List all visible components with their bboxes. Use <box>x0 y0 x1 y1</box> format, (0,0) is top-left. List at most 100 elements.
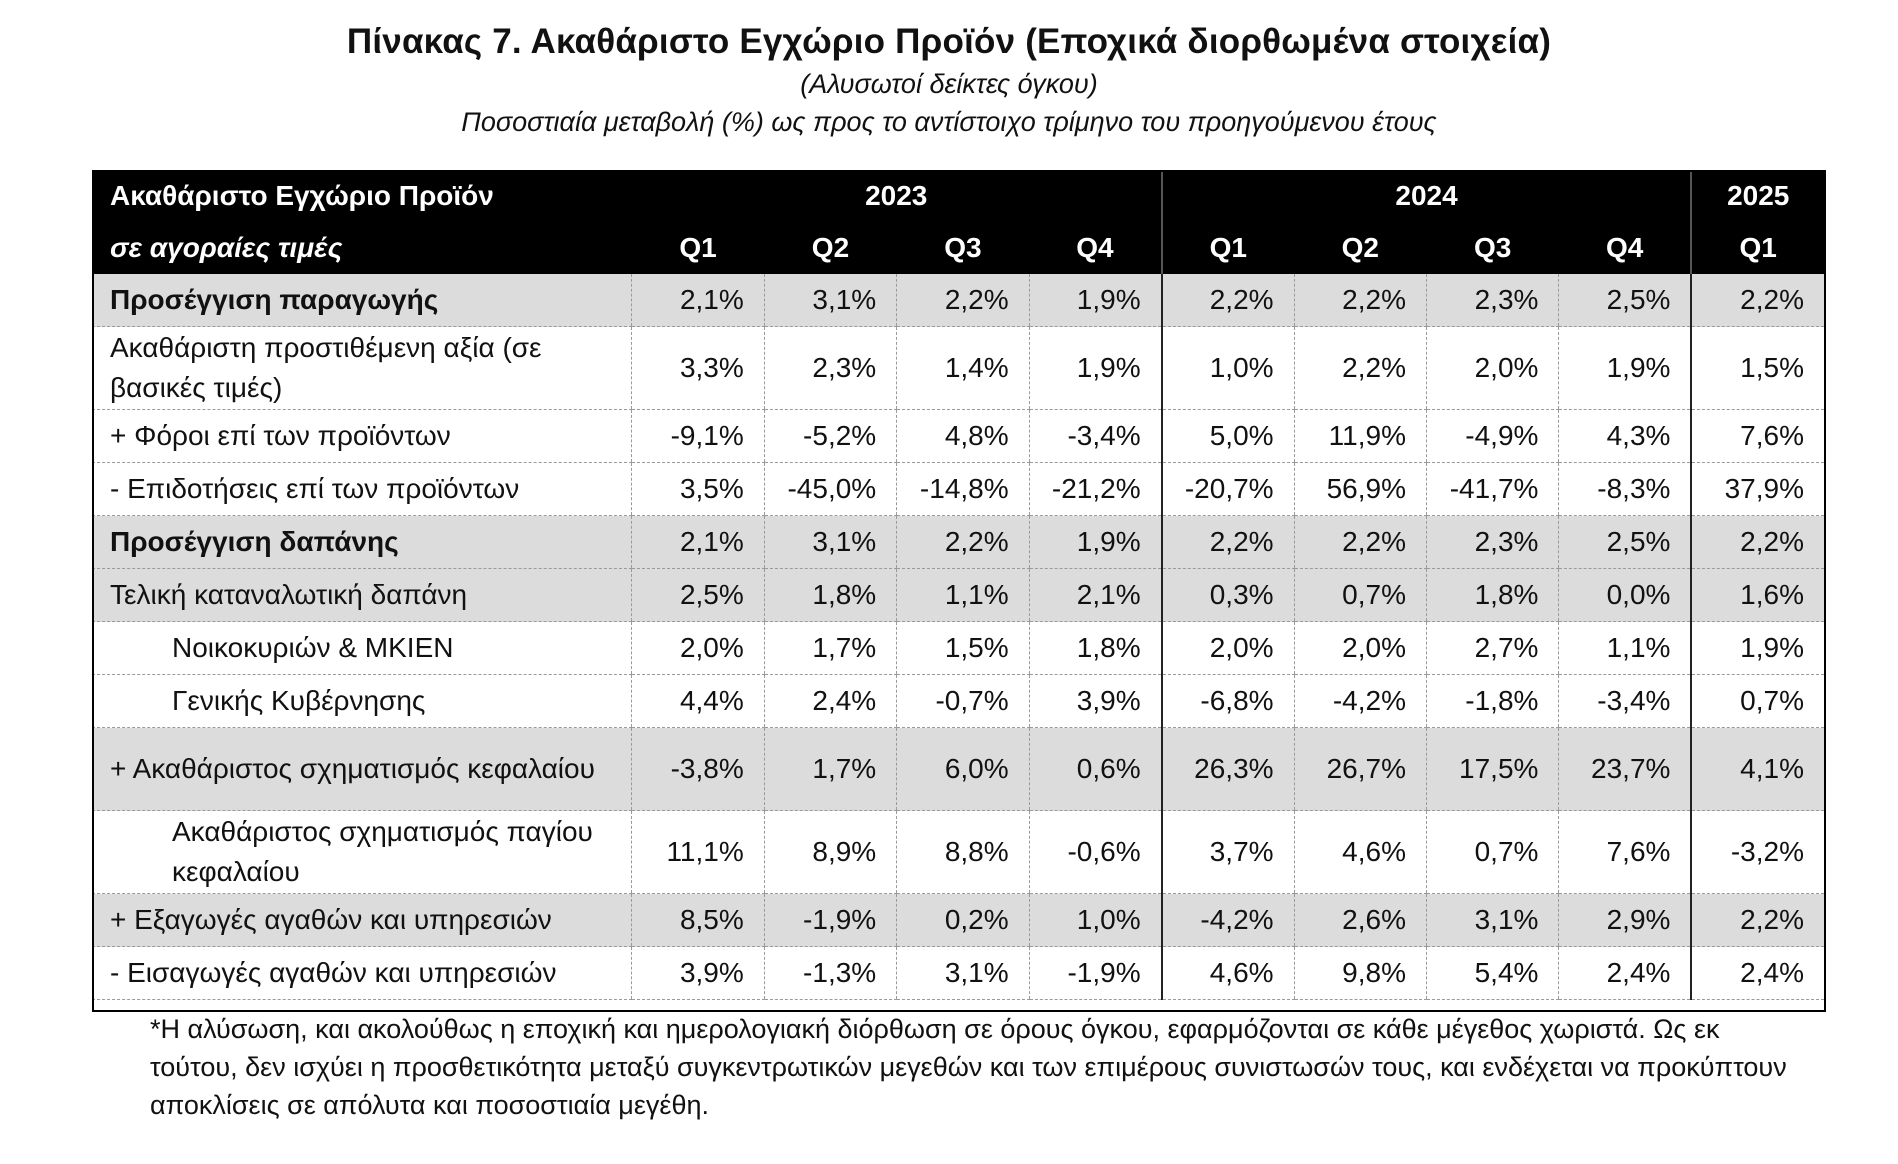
table-cell: 2,2% <box>896 274 1030 327</box>
table-cell: 1,0% <box>1160 326 1295 410</box>
row-label: Γενικής Κυβέρνησης <box>92 674 632 728</box>
table-cell: 2,2% <box>1160 274 1295 327</box>
table-cell: -1,8% <box>1425 674 1559 728</box>
table-cell: 0,7% <box>1425 810 1559 894</box>
row-label: Ακαθάριστη προστιθέμενη αξία (σε βασικές… <box>92 326 632 410</box>
table-cell: 1,5% <box>896 621 1030 675</box>
table-cell: 3,1% <box>763 274 897 327</box>
table-cell: 1,6% <box>1690 568 1824 622</box>
table-row: Προσέγγιση δαπάνης 2,1% 3,1% 2,2% 1,9% 2,2% 2,… <box>92 515 1824 569</box>
header-label-main: Ακαθάριστο Εγχώριο Προϊόν <box>92 170 632 222</box>
table-cell: -5,2% <box>763 409 897 463</box>
table-cell: 2,4% <box>1558 946 1692 1000</box>
header-quarter: Q4 <box>1029 222 1162 274</box>
table-row: Τελική καταναλωτική δαπάνη 2,5% 1,8% 1,1% 2,… <box>92 568 1824 622</box>
table-cell: 2,5% <box>631 568 765 622</box>
table-cell: -3,4% <box>1558 674 1692 728</box>
table-subtitle-change: Ποσοστιαία μεταβολή (%) ως προς το αντίσ… <box>461 107 1437 137</box>
table-cell: 0,6% <box>1028 727 1162 811</box>
table-cell: -3,4% <box>1028 409 1162 463</box>
table-cell: -9,1% <box>631 409 765 463</box>
table-cell: -6,8% <box>1160 674 1295 728</box>
table-cell: -8,3% <box>1558 462 1692 516</box>
table-cell: 9,8% <box>1293 946 1427 1000</box>
table-cell: -4,9% <box>1425 409 1559 463</box>
table-row: Προσέγγιση παραγωγής 2,1% 3,1% 2,2% 1,9% 2,2%… <box>92 274 1824 327</box>
table-cell: 2,1% <box>1028 568 1162 622</box>
table-cell: -3,8% <box>631 727 765 811</box>
header-quarter: Q1 <box>1160 222 1295 274</box>
table-cell: 1,8% <box>1028 621 1162 675</box>
table-cell: 2,4% <box>763 674 897 728</box>
table-cell: 0,7% <box>1690 674 1824 728</box>
header-year-2024: 2024 <box>1160 170 1692 222</box>
table-cell: -1,9% <box>763 893 897 947</box>
table-cell: -4,2% <box>1293 674 1427 728</box>
row-label: + Εξαγωγές αγαθών και υπηρεσιών <box>92 893 632 947</box>
header-quarter: Q1 <box>631 222 765 274</box>
table-cell: 2,2% <box>1690 893 1824 947</box>
table-cell: 4,3% <box>1558 409 1692 463</box>
row-label: Προσέγγιση δαπάνης <box>92 515 632 569</box>
table-cell: 2,6% <box>1293 893 1427 947</box>
table-row: + Φόροι επί των προϊόντων -9,1% -5,2% 4,8% -… <box>92 409 1824 463</box>
footnote: *Η αλύσωση, και ακολούθως η εποχική και … <box>150 1014 1787 1120</box>
table-cell: 2,0% <box>1293 621 1427 675</box>
table-cell: 1,8% <box>1425 568 1559 622</box>
table-cell: 3,1% <box>1425 893 1559 947</box>
table-cell: 8,8% <box>896 810 1030 894</box>
table-row: + Ακαθάριστος σχηματισμός κεφαλαίου -3,8%… <box>92 727 1824 811</box>
table-cell: 3,5% <box>631 462 765 516</box>
table-row: + Εξαγωγές αγαθών και υπηρεσιών 8,5% -1,9%… <box>92 893 1824 947</box>
table-cell: -1,9% <box>1028 946 1162 1000</box>
table-cell: 0,3% <box>1160 568 1295 622</box>
table-cell: 3,3% <box>631 326 765 410</box>
header-quarter: Q2 <box>1294 222 1427 274</box>
header-label-sub: σε αγοραίες τιμές <box>92 222 632 274</box>
table-cell: 2,2% <box>1690 274 1824 327</box>
table-cell: 2,3% <box>763 326 897 410</box>
table-cell: 7,6% <box>1558 810 1692 894</box>
row-label: Νοικοκυριών & ΜΚΙΕΝ <box>92 621 632 675</box>
table-cell: 4,6% <box>1293 810 1427 894</box>
table-cell: -45,0% <box>763 462 897 516</box>
table-cell: 4,6% <box>1160 946 1295 1000</box>
table-cell: 3,9% <box>1028 674 1162 728</box>
header-quarter: Q1 <box>1690 222 1824 274</box>
table-cell: 0,7% <box>1293 568 1427 622</box>
table-row: - Εισαγωγές αγαθών και υπηρεσιών 3,9% -1,3… <box>92 946 1824 1000</box>
header-quarter: Q3 <box>896 222 1030 274</box>
document: Πίνακας 7. Ακαθάριστο Εγχώριο Προϊόν (Επ… <box>0 0 1898 138</box>
table-cell: -14,8% <box>896 462 1030 516</box>
row-label: + Ακαθάριστος σχηματισμός κεφαλαίου <box>92 727 632 811</box>
table-cell: 23,7% <box>1558 727 1692 811</box>
table-cell: 11,9% <box>1293 409 1427 463</box>
table-cell: 1,9% <box>1558 326 1692 410</box>
table-cell: 8,9% <box>763 810 897 894</box>
gdp-table: Ακαθάριστο Εγχώριο Προϊόν 2023 2024 2025… <box>92 170 1824 1000</box>
table-cell: 2,2% <box>1293 515 1427 569</box>
table-cell: 1,7% <box>763 621 897 675</box>
table-cell: 26,3% <box>1160 727 1295 811</box>
table-cell: 2,2% <box>1160 515 1295 569</box>
header-quarter: Q2 <box>764 222 897 274</box>
table-cell: -3,2% <box>1690 810 1824 894</box>
table-cell: 2,4% <box>1690 946 1824 1000</box>
table-subtitle-index: (Αλυσωτοί δείκτες όγκου) <box>800 69 1098 99</box>
table-row: Ακαθάριστος σχηματισμός παγίου κεφαλαίου… <box>92 810 1824 894</box>
table-cell: -4,2% <box>1160 893 1295 947</box>
table-cell: 5,4% <box>1425 946 1559 1000</box>
table-row: Νοικοκυριών & ΜΚΙΕΝ 2,0% 1,7% 1,5% 1,8% 2,0% 2… <box>92 621 1824 675</box>
table-cell: 2,5% <box>1558 274 1692 327</box>
table-title: Πίνακας 7. Ακαθάριστο Εγχώριο Προϊόν (Επ… <box>346 22 1552 61</box>
table-cell: 3,1% <box>896 946 1030 1000</box>
table-cell: 4,1% <box>1690 727 1824 811</box>
table-cell: 1,0% <box>1028 893 1162 947</box>
table-cell: 0,2% <box>896 893 1030 947</box>
table-cell: 1,1% <box>1558 621 1692 675</box>
row-label: - Εισαγωγές αγαθών και υπηρεσιών <box>92 946 632 1000</box>
table-cell: -1,3% <box>763 946 897 1000</box>
table-cell: 2,9% <box>1558 893 1692 947</box>
table-cell: 4,8% <box>896 409 1030 463</box>
table-cell: -41,7% <box>1425 462 1559 516</box>
